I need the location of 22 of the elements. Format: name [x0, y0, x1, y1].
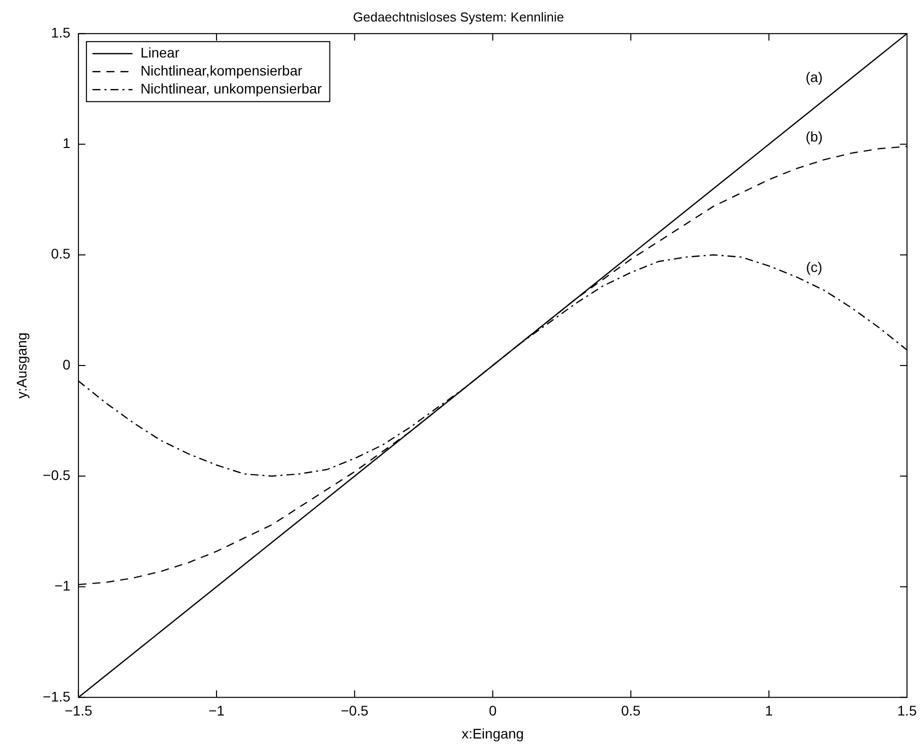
annotation: (b): [806, 128, 823, 145]
legend-label: Nichtlinear,kompensierbar: [140, 62, 303, 78]
y-tick-label: 0.5: [50, 246, 71, 262]
x-tick-label: −0.5: [340, 702, 369, 719]
x-tick-label: 1.5: [897, 702, 917, 719]
y-tick-label: 0: [62, 356, 71, 372]
y-tick-label: 1: [62, 135, 71, 152]
x-tick-label: 0.5: [621, 702, 641, 719]
x-tick-label: 1: [765, 702, 774, 719]
y-tick-label: −1.5: [42, 688, 71, 704]
annotation: (a): [806, 68, 823, 85]
y-tick-label: −0.5: [42, 466, 71, 483]
chart-title: Gedaechtnisloses System: Kennlinie: [352, 9, 564, 24]
annotation: (c): [806, 259, 822, 276]
y-tick-label: 1.5: [50, 24, 71, 40]
legend-label: Nichtlinear, unkompensierbar: [140, 80, 322, 96]
legend-label: Linear: [140, 44, 180, 60]
x-axis-title: x:Eingang: [462, 725, 524, 742]
y-tick-label: −1: [54, 578, 71, 594]
x-tick-label: 0: [488, 702, 497, 719]
y-axis-title: y:Ausgang: [13, 332, 30, 399]
x-tick-label: −1: [208, 702, 225, 719]
